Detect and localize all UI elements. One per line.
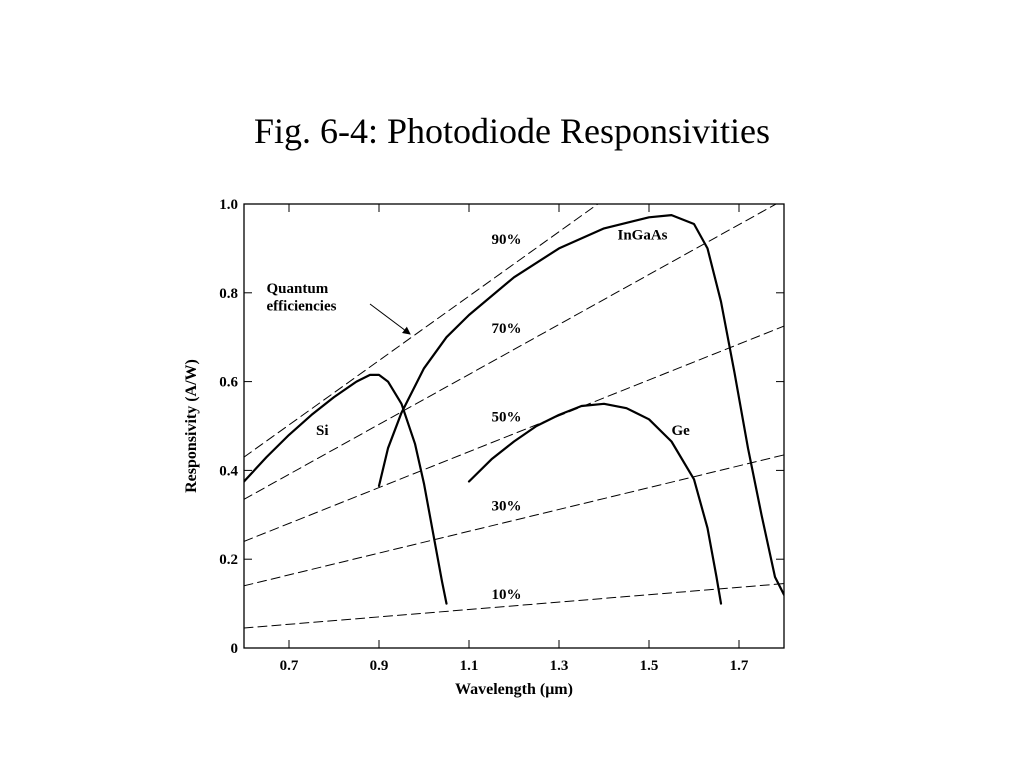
y-tick-label: 0 [231,641,239,657]
annotation-si: Si [316,423,329,439]
y-tick-label: 1.0 [219,197,238,213]
annotation-90pct: 90% [492,232,522,248]
efficiency-line-70pct [244,204,778,500]
annotation-efficiencies: efficiencies [267,299,337,315]
efficiency-line-50pct [244,325,784,542]
quantum-efficiency-arrow [369,303,411,335]
x-tick-label: 1.5 [640,658,659,674]
annotation-50pct: 50% [492,410,522,426]
y-tick-label: 0.6 [219,375,238,391]
x-tick-label: 1.1 [460,658,479,674]
annotation-ge: Ge [672,423,691,439]
efficiency-line-30pct [244,454,784,587]
annotation-ingaas: InGaAs [618,228,668,244]
efficiency-line-10pct [244,583,784,629]
annotation-70pct: 70% [492,321,522,337]
annotation-30pct: 30% [492,498,522,514]
series-line-ge [467,402,723,605]
y-axis-label: Responsivity (A/W) [183,359,200,493]
y-tick-label: 0.2 [219,552,238,568]
x-tick-label: 1.7 [730,658,749,674]
annotation-10pct: 10% [492,587,522,603]
x-tick-label: 1.3 [550,658,569,674]
series-line-si [244,373,448,605]
series-line-ingaas [377,214,784,596]
x-axis-label: Wavelength (μm) [455,681,573,698]
y-tick-label: 0.8 [219,286,238,302]
x-tick-label: 0.7 [280,658,299,674]
plot-frame [243,203,785,649]
slide-title: Fig. 6-4: Photodiode Responsivities [253,111,771,151]
y-tick-label: 0.4 [219,463,238,479]
annotation-quantum: Quantum [267,281,329,297]
x-tick-label: 0.9 [370,658,389,674]
efficiency-line-90pct [244,204,599,458]
